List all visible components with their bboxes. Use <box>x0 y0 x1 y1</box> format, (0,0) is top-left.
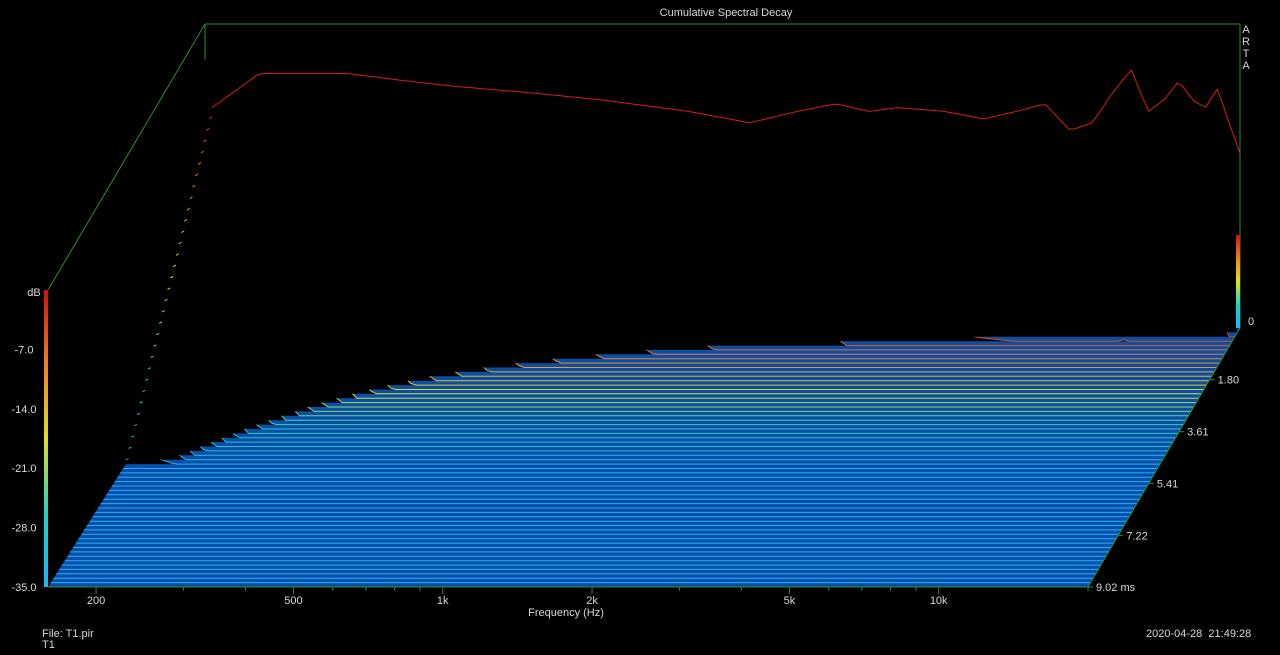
decay-slice-curve <box>128 444 1163 461</box>
y-axis-ticks: -35.0 -28.0 -21.0 -14.0 -7.0 <box>11 344 36 594</box>
x-tick-label: 5k <box>784 595 796 607</box>
x-tick-label: 2k <box>586 595 598 607</box>
decay-slice-curve <box>153 337 1186 421</box>
time-tick-label: 7.22 <box>1126 530 1147 542</box>
top-color-bar <box>1236 235 1240 328</box>
decay-slice-curve <box>158 312 1192 412</box>
x-tick-label: 200 <box>87 595 105 607</box>
x-axis-ticks: 200 500 1k 2k 5k 10k <box>87 587 1089 607</box>
y-tick-label: -28.0 <box>11 523 36 535</box>
brand-letter: R <box>1242 36 1250 48</box>
frame-left-diagonal <box>47 23 206 291</box>
decay-slice-curve <box>161 299 1194 408</box>
db-color-bar <box>44 290 48 587</box>
decay-slice-curve <box>142 385 1176 439</box>
decay-curves <box>48 69 1241 588</box>
y-tick-label: -7.0 <box>15 344 34 356</box>
x-tick-label: 10k <box>930 595 948 607</box>
decay-slice-mask <box>212 70 1240 328</box>
z-tick-top: 0 <box>1248 316 1254 328</box>
arta-logo: A R T A <box>1240 24 1252 72</box>
frame-right-diagonal <box>1087 327 1241 588</box>
decay-slice-curve <box>147 361 1181 430</box>
footer-date: 2020-04-28 <box>1146 628 1203 640</box>
brand-letter: A <box>1242 24 1250 36</box>
time-tick-label: 5.41 <box>1157 478 1178 490</box>
y-tick-label: -14.0 <box>11 404 36 416</box>
time-tick-label: 3.61 <box>1187 427 1208 439</box>
footer-timestamp: 2020-04-28 21:49:28 <box>1146 629 1251 640</box>
time-tick-label: 9.02 ms <box>1096 582 1136 594</box>
brand-letter: A <box>1242 60 1250 72</box>
trace-name: T1 <box>42 639 55 651</box>
brand-letter: T <box>1242 48 1250 60</box>
decay-slice-curve <box>211 69 1241 154</box>
decay-slice-curve <box>136 409 1171 447</box>
decay-slice-curve <box>156 324 1189 417</box>
y-tick-label: -21.0 <box>11 463 36 475</box>
y-tick-label: -35.0 <box>11 582 36 594</box>
y-axis-label: dB <box>27 287 40 299</box>
x-tick-label: 1k <box>437 595 449 607</box>
x-axis-label: Frequency (Hz) <box>528 607 604 619</box>
decay-slice-curve <box>131 432 1166 456</box>
decay-slice-curve <box>150 349 1184 426</box>
footer-time: 21:49:28 <box>1208 628 1252 640</box>
time-axis-ticks: 1.80 3.61 5.41 7.22 9.02 ms <box>1088 375 1239 594</box>
decay-slice-curve <box>145 373 1179 434</box>
decay-slice-curve <box>134 421 1168 452</box>
time-tick-label: 1.80 <box>1218 375 1239 387</box>
x-tick-label: 500 <box>284 595 302 607</box>
chart-title: Cumulative Spectral Decay <box>660 7 793 19</box>
decay-slice-curve <box>125 456 1161 465</box>
decay-slice-curve <box>139 397 1173 443</box>
file-label: File: T1.pir <box>42 628 94 640</box>
